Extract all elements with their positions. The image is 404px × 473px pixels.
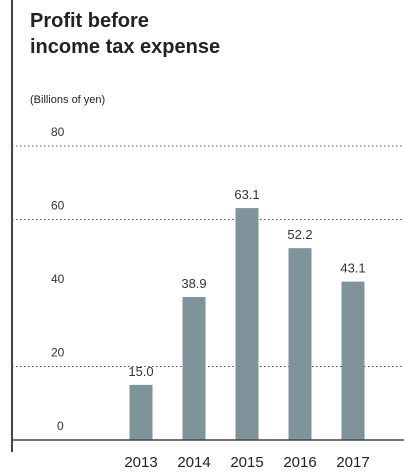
x-category-label-2014: 2014	[177, 454, 210, 471]
bar-2017	[341, 281, 365, 440]
y-tick-label-80: 80	[51, 125, 65, 139]
data-label-2013: 15.0	[128, 364, 153, 379]
y-tick-label-60: 60	[51, 199, 65, 213]
x-category-label-2017: 2017	[336, 454, 369, 471]
data-label-2017: 43.1	[340, 261, 365, 276]
y-tick-label-40: 40	[51, 272, 65, 286]
bar-2014	[182, 297, 206, 440]
data-labels: 15.0 38.9 63.1 52.2 43.1	[128, 187, 365, 379]
y-tick-label-0: 0	[57, 419, 64, 433]
y-tick-label-20: 20	[51, 346, 65, 360]
data-label-2016: 52.2	[287, 227, 312, 242]
bar-2016	[288, 248, 312, 440]
y-axis-unit-label: (Billions of yen)	[30, 94, 106, 106]
data-label-2014: 38.9	[181, 276, 206, 291]
chart-title-line-1: Profit before	[30, 10, 149, 32]
y-axis-ticks: 0 20 40 60 80	[51, 125, 65, 433]
bar-2013	[129, 384, 153, 440]
x-category-label-2015: 2015	[230, 454, 263, 471]
data-label-2015: 63.1	[234, 187, 259, 202]
x-axis-categories: 2013 2014 2015 2016 2017	[124, 454, 369, 471]
left-vertical-rule	[11, 0, 13, 452]
chart-title: Profit before income tax expense	[30, 8, 370, 60]
x-category-label-2016: 2016	[283, 454, 316, 471]
bar-2015	[235, 208, 259, 440]
bars	[129, 208, 365, 440]
chart-title-line-2: income tax expense	[30, 36, 221, 58]
gridlines	[12, 145, 404, 367]
x-category-label-2013: 2013	[124, 454, 157, 471]
